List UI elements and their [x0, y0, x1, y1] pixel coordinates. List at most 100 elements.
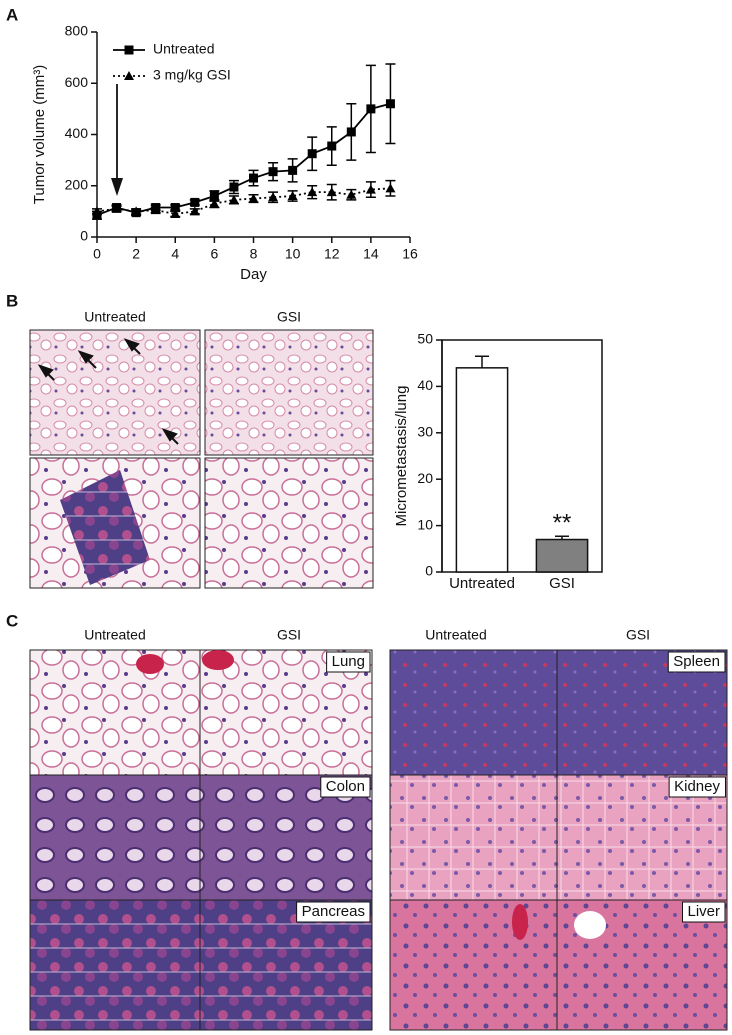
legend-marker	[124, 71, 134, 80]
y-tick-label: 20	[417, 470, 433, 486]
marker	[346, 127, 356, 137]
blood	[512, 904, 528, 940]
x-tick-label: GSI	[549, 575, 575, 592]
series-line	[96, 102, 391, 217]
error-bar	[475, 355, 489, 368]
y-axis-label: Micrometastasis/lung	[393, 386, 410, 527]
y-tick-label: 10	[417, 516, 433, 532]
x-tick-label: Untreated	[449, 575, 515, 592]
marker	[385, 99, 395, 109]
legend-label: 3 mg/kg GSI	[153, 67, 231, 83]
marker	[189, 206, 200, 216]
blood	[202, 650, 234, 670]
bar	[455, 367, 509, 573]
marker	[170, 208, 181, 218]
tissue-tag: Lung	[326, 651, 371, 673]
marker	[288, 165, 298, 175]
tissue-tag: Spleen	[667, 651, 726, 673]
marker	[307, 187, 318, 197]
tissue-tag: Liver	[681, 901, 726, 923]
legend-marker	[124, 45, 134, 55]
y-tick-label: 0	[80, 228, 88, 244]
marker	[229, 182, 239, 192]
x-tick-label: 16	[402, 246, 418, 262]
vessel	[574, 911, 606, 939]
x-tick-label: 12	[324, 246, 340, 262]
x-tick-label: 0	[93, 246, 101, 262]
tissue-tag-box	[320, 776, 371, 798]
tissue-label: Kidney	[674, 778, 720, 795]
marker	[131, 206, 142, 216]
y-tick-label: 0	[425, 563, 433, 579]
column-label: GSI	[277, 627, 301, 643]
arrows	[37, 338, 179, 445]
x-axis-label: Day	[240, 266, 267, 283]
histology-image	[389, 774, 558, 901]
marker	[92, 206, 102, 216]
marker	[268, 192, 279, 202]
tissue-label: Colon	[326, 778, 365, 795]
marker	[249, 173, 258, 183]
y-tick-label: 30	[417, 424, 433, 440]
tissue-tag-box	[326, 651, 371, 673]
legend-label: Untreated	[153, 41, 214, 57]
marker	[366, 104, 376, 114]
tissue-tag-box	[681, 901, 726, 923]
tissue-tag-box	[668, 776, 726, 798]
tissue-label: Pancreas	[302, 903, 365, 920]
marker	[287, 191, 298, 200]
marker	[385, 183, 396, 193]
x-tick-label: 10	[285, 246, 301, 262]
marker	[248, 193, 259, 203]
histology-image	[389, 899, 558, 1031]
column-label: Untreated	[425, 627, 486, 643]
y-tick-label: 800	[65, 23, 89, 39]
marker	[307, 149, 317, 159]
tissue-label: Spleen	[673, 653, 720, 670]
marker	[209, 191, 219, 201]
x-tick-label: 8	[250, 246, 258, 262]
panel-label: C	[6, 611, 18, 630]
x-tick-label: 4	[171, 246, 179, 262]
column-label: Untreated	[84, 627, 145, 643]
histology-grid	[29, 649, 728, 1031]
marker	[190, 197, 200, 207]
tissue-tag-box	[296, 901, 371, 923]
histology-image	[29, 774, 201, 901]
marker	[365, 184, 376, 194]
y-tick-label: 600	[65, 74, 89, 90]
marker	[170, 203, 180, 213]
tissue-tag: Pancreas	[296, 901, 371, 923]
marker	[209, 198, 220, 208]
histology-image	[29, 649, 201, 776]
tissue-label: Liver	[687, 903, 720, 920]
y-axis-label: Tumor volume (mm³)	[31, 65, 48, 204]
tissue-tag: Colon	[320, 776, 371, 798]
bar	[535, 538, 589, 573]
histology-image	[29, 899, 201, 1031]
column-label: GSI	[626, 627, 650, 643]
tissue-label: Lung	[332, 653, 365, 670]
panel-label: A	[6, 5, 18, 24]
marker	[228, 194, 239, 204]
histology-image	[204, 457, 374, 589]
marker	[346, 189, 357, 199]
blood	[136, 654, 164, 674]
y-tick-label: 400	[65, 125, 89, 141]
tumor-region	[60, 470, 150, 585]
column-label: GSI	[277, 309, 301, 325]
y-tick-label: 200	[65, 176, 89, 192]
tissue-tag-box	[667, 651, 726, 673]
annotation: **	[553, 510, 572, 537]
column-label: Untreated	[84, 309, 145, 325]
marker	[327, 141, 337, 151]
marker	[326, 187, 337, 197]
y-tick-label: 50	[417, 331, 433, 347]
arrow	[111, 84, 123, 196]
panel-label: B	[6, 291, 18, 310]
x-tick-label: 6	[210, 246, 218, 262]
tissue-tag: Kidney	[668, 776, 726, 798]
y-tick-label: 40	[417, 377, 433, 393]
